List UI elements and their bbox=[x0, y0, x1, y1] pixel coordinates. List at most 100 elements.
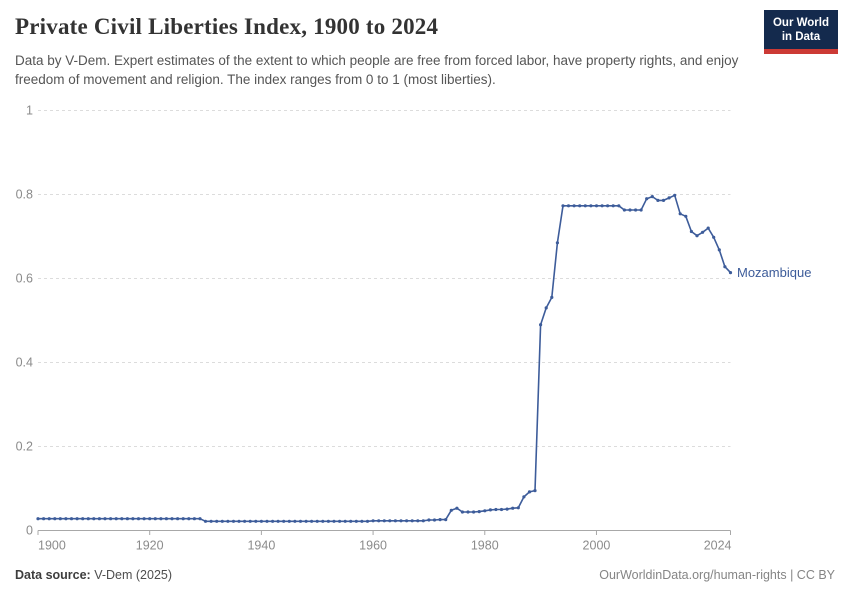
data-point[interactable] bbox=[282, 519, 286, 523]
data-point[interactable] bbox=[695, 234, 699, 238]
data-point[interactable] bbox=[276, 519, 280, 523]
data-point[interactable] bbox=[215, 519, 219, 523]
data-point[interactable] bbox=[36, 517, 40, 521]
data-point[interactable] bbox=[622, 208, 627, 212]
data-point[interactable] bbox=[304, 519, 308, 523]
data-point[interactable] bbox=[131, 517, 135, 521]
data-point[interactable] bbox=[69, 517, 74, 521]
data-point[interactable] bbox=[271, 519, 275, 523]
data-point[interactable] bbox=[611, 204, 615, 208]
data-point[interactable] bbox=[410, 519, 414, 523]
data-point[interactable] bbox=[628, 208, 632, 212]
data-point[interactable] bbox=[527, 490, 532, 494]
data-point[interactable] bbox=[606, 204, 610, 208]
data-point[interactable] bbox=[516, 506, 520, 510]
data-point[interactable] bbox=[198, 517, 202, 521]
data-point[interactable] bbox=[231, 519, 236, 523]
data-point[interactable] bbox=[86, 517, 90, 521]
data-point[interactable] bbox=[203, 519, 208, 523]
data-point[interactable] bbox=[332, 519, 336, 523]
data-point[interactable] bbox=[405, 519, 409, 523]
data-point[interactable] bbox=[472, 510, 476, 514]
data-point[interactable] bbox=[148, 517, 152, 521]
data-point[interactable] bbox=[209, 519, 213, 523]
data-point[interactable] bbox=[159, 517, 163, 521]
data-point[interactable] bbox=[399, 519, 403, 523]
data-point[interactable] bbox=[444, 518, 448, 522]
data-point[interactable] bbox=[97, 517, 101, 521]
data-point[interactable] bbox=[81, 517, 85, 521]
data-point[interactable] bbox=[477, 510, 481, 514]
data-point[interactable] bbox=[460, 510, 464, 514]
data-point[interactable] bbox=[53, 517, 57, 521]
data-point[interactable] bbox=[349, 519, 353, 523]
data-point[interactable] bbox=[393, 519, 397, 523]
data-point[interactable] bbox=[550, 295, 554, 299]
data-point[interactable] bbox=[315, 519, 319, 523]
data-point[interactable] bbox=[634, 208, 638, 212]
data-point[interactable] bbox=[92, 517, 96, 521]
data-point[interactable] bbox=[226, 519, 230, 523]
data-point[interactable] bbox=[617, 204, 621, 208]
data-point[interactable] bbox=[64, 517, 68, 521]
data-point[interactable] bbox=[555, 241, 560, 245]
data-point[interactable] bbox=[142, 517, 146, 521]
data-point[interactable] bbox=[661, 198, 666, 202]
data-point[interactable] bbox=[237, 519, 241, 523]
data-point[interactable] bbox=[589, 204, 593, 208]
data-point[interactable] bbox=[181, 517, 185, 521]
data-point[interactable] bbox=[109, 517, 113, 521]
data-point[interactable] bbox=[377, 519, 381, 523]
data-point[interactable] bbox=[706, 226, 710, 230]
data-point[interactable] bbox=[455, 506, 459, 510]
data-point[interactable] bbox=[114, 517, 118, 521]
data-point[interactable] bbox=[522, 495, 526, 499]
data-point[interactable] bbox=[511, 506, 515, 510]
data-point[interactable] bbox=[488, 508, 492, 512]
data-point[interactable] bbox=[533, 489, 537, 493]
data-point[interactable] bbox=[371, 519, 375, 523]
data-point[interactable] bbox=[388, 519, 392, 523]
data-point[interactable] bbox=[505, 507, 509, 511]
data-point[interactable] bbox=[723, 265, 727, 269]
owid-logo[interactable]: Our World in Data bbox=[763, 10, 838, 54]
data-point[interactable] bbox=[192, 517, 196, 521]
data-point[interactable] bbox=[432, 518, 437, 522]
data-point[interactable] bbox=[338, 519, 342, 523]
data-point[interactable] bbox=[243, 519, 247, 523]
data-point[interactable] bbox=[701, 230, 705, 234]
data-point[interactable] bbox=[259, 519, 263, 523]
data-point[interactable] bbox=[717, 248, 721, 252]
data-point[interactable] bbox=[583, 204, 587, 208]
data-point[interactable] bbox=[673, 193, 677, 197]
data-point[interactable] bbox=[265, 519, 269, 523]
data-point[interactable] bbox=[382, 519, 386, 523]
data-point[interactable] bbox=[220, 519, 224, 523]
data-point[interactable] bbox=[438, 518, 442, 522]
data-point[interactable] bbox=[136, 517, 141, 521]
data-point[interactable] bbox=[310, 519, 314, 523]
data-point[interactable] bbox=[416, 519, 420, 523]
data-point[interactable] bbox=[153, 517, 157, 521]
series-line[interactable] bbox=[37, 194, 732, 523]
data-point[interactable] bbox=[103, 517, 107, 521]
data-point[interactable] bbox=[254, 519, 258, 523]
data-point[interactable] bbox=[176, 517, 180, 521]
data-point[interactable] bbox=[427, 518, 431, 522]
data-point[interactable] bbox=[343, 519, 347, 523]
credit-link[interactable]: OurWorldinData.org/human-rights | CC BY bbox=[599, 568, 835, 582]
data-point[interactable] bbox=[187, 517, 191, 521]
data-point[interactable] bbox=[656, 198, 660, 202]
data-point[interactable] bbox=[466, 510, 470, 514]
data-point[interactable] bbox=[561, 204, 565, 208]
data-point[interactable] bbox=[600, 204, 604, 208]
data-point[interactable] bbox=[650, 195, 654, 199]
data-point[interactable] bbox=[321, 519, 325, 523]
data-point[interactable] bbox=[689, 229, 694, 234]
data-point[interactable] bbox=[170, 517, 174, 521]
data-point[interactable] bbox=[298, 519, 303, 523]
data-point[interactable] bbox=[365, 519, 370, 523]
data-point[interactable] bbox=[58, 517, 62, 521]
data-point[interactable] bbox=[494, 507, 498, 512]
